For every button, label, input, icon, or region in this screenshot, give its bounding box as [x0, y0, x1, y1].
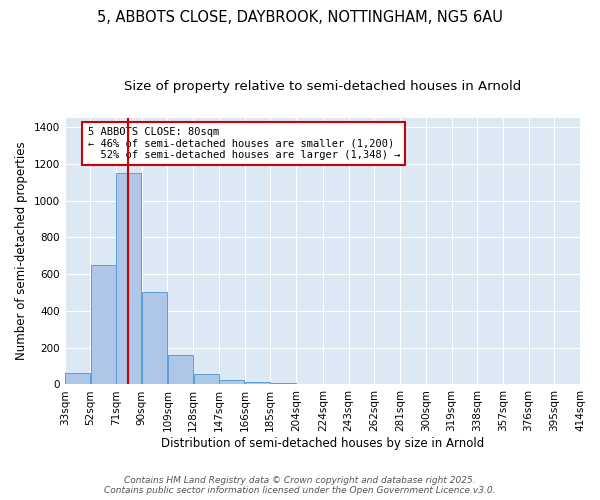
Title: Size of property relative to semi-detached houses in Arnold: Size of property relative to semi-detach… [124, 80, 521, 93]
Bar [168, 355, 193, 384]
Bar [116, 173, 142, 384]
Bar [271, 382, 296, 384]
Bar [91, 265, 116, 384]
Bar [65, 374, 90, 384]
Bar [219, 380, 244, 384]
Y-axis label: Number of semi-detached properties: Number of semi-detached properties [15, 142, 28, 360]
Text: Contains HM Land Registry data © Crown copyright and database right 2025.
Contai: Contains HM Land Registry data © Crown c… [104, 476, 496, 495]
Bar [245, 382, 270, 384]
Text: 5, ABBOTS CLOSE, DAYBROOK, NOTTINGHAM, NG5 6AU: 5, ABBOTS CLOSE, DAYBROOK, NOTTINGHAM, N… [97, 10, 503, 25]
Bar [193, 374, 218, 384]
X-axis label: Distribution of semi-detached houses by size in Arnold: Distribution of semi-detached houses by … [161, 437, 484, 450]
Text: 5 ABBOTS CLOSE: 80sqm
← 46% of semi-detached houses are smaller (1,200)
  52% of: 5 ABBOTS CLOSE: 80sqm ← 46% of semi-deta… [88, 127, 400, 160]
Bar [142, 292, 167, 384]
